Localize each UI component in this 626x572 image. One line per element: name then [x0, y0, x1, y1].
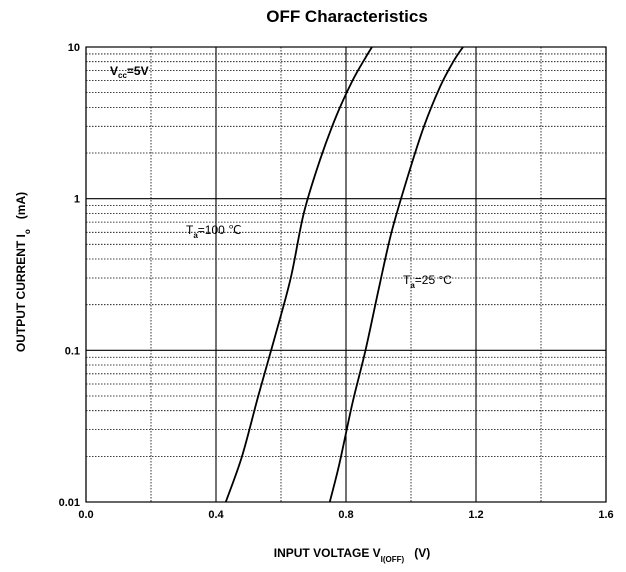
y-tick-label: 1	[74, 194, 80, 206]
x-tick-label: 1.6	[598, 509, 613, 521]
plot-area-frame	[85, 46, 607, 503]
series-label-25c: Ta=25 °C	[403, 273, 452, 290]
series-label-100c-main: T	[186, 223, 194, 237]
chart-title: OFF Characteristics	[266, 7, 428, 26]
series-label-100c-sub: a	[193, 231, 198, 240]
x-tick-label: 1.2	[468, 509, 483, 521]
x-tick-label: 0.4	[208, 509, 224, 521]
series-lines	[224, 46, 464, 503]
y-axis-label: OUTPUT CURRENT Io (mA)	[14, 192, 32, 352]
y-axis-label-main: OUTPUT CURRENT I	[14, 234, 28, 352]
series-line-25c	[328, 46, 464, 503]
x-axis-label-sub: I(OFF)	[381, 555, 405, 564]
y-axis-label-sub: o	[23, 229, 32, 234]
series-label-100c: Ta=100 ℃	[186, 223, 242, 240]
condition-main: V	[110, 64, 118, 78]
y-axis-label-unit: (mA)	[14, 192, 28, 219]
minor-grid	[86, 47, 606, 502]
series-label-100c-rest: =100 ℃	[198, 223, 242, 237]
series-label-25c-rest: =25 °C	[415, 273, 452, 287]
condition-label: Vcc=5V	[110, 64, 149, 80]
x-axis-label: INPUT VOLTAGE VI(OFF) (V)	[274, 546, 430, 564]
x-axis-label-main: INPUT VOLTAGE V	[274, 546, 381, 560]
y-tick-label: 0.01	[59, 497, 80, 509]
x-tick-label: 0.8	[338, 509, 353, 521]
x-axis-label-unit: (V)	[414, 546, 430, 560]
condition-sub: cc	[118, 71, 127, 80]
x-tick-label: 0.0	[78, 509, 93, 521]
y-tick-label: 0.1	[65, 345, 80, 357]
y-axis-ticks: 0.01 0.1 1 10	[59, 42, 80, 509]
y-tick-label: 10	[68, 42, 80, 54]
series-label-25c-main: T	[403, 273, 411, 287]
series-label-25c-sub: a	[410, 281, 415, 290]
x-axis-ticks: 0.0 0.4 0.8 1.2 1.6	[78, 509, 613, 521]
series-line-100c	[224, 46, 373, 503]
condition-rest: =5V	[127, 64, 149, 78]
